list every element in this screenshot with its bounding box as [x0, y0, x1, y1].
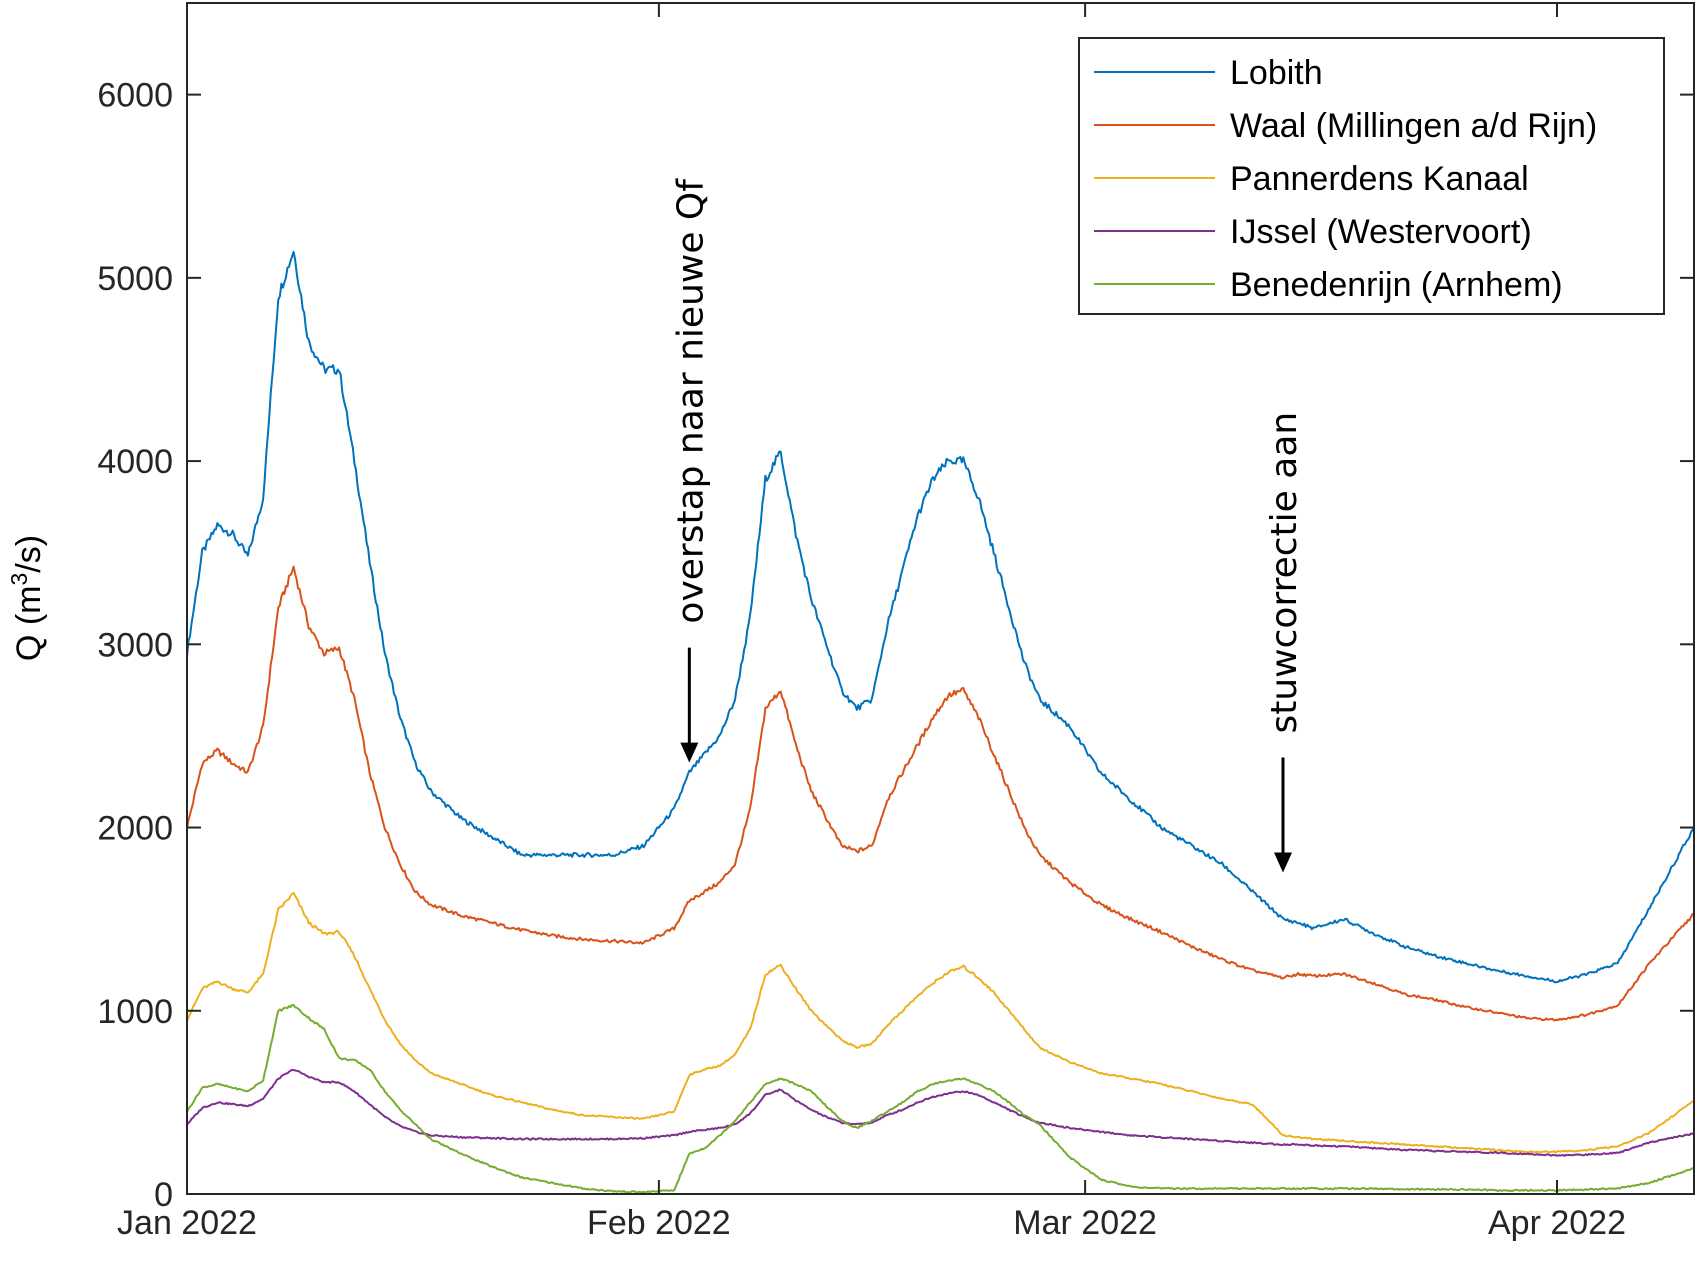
series-line-waal-millingen-a-d-rijn	[186, 565, 1695, 1022]
legend-label: Waal (Millingen a/d Rijn)	[1230, 107, 1597, 145]
legend-label: IJssel (Westervoort)	[1230, 213, 1532, 251]
y-tick-label: 2000	[97, 810, 173, 848]
annotation-arrowhead	[680, 742, 699, 763]
x-tick-label: Mar 2022	[1013, 1204, 1157, 1242]
legend-box	[1078, 37, 1665, 315]
y-axis-title-superscript: 3	[6, 573, 32, 586]
legend-label: Benedenrijn (Arnhem)	[1230, 266, 1563, 304]
y-tick-label: 3000	[97, 626, 173, 664]
y-tick-label: 0	[154, 1176, 173, 1214]
annotation-layer: overstap naar nieuwe Qf stuwcorrectie aan	[670, 178, 1305, 873]
x-tick-label: Feb 2022	[587, 1204, 731, 1242]
legend-label: Pannerdens Kanaal	[1230, 160, 1529, 198]
y-axis-title-main: Q (m	[10, 586, 48, 662]
annotation-text: overstap naar nieuwe Qf	[670, 178, 711, 624]
series-line-lobith	[186, 250, 1695, 984]
series-line-ijssel-westervoort	[186, 1068, 1695, 1157]
x-tick-label: Jan 2022	[117, 1204, 257, 1242]
ticks-layer: 0 1000 2000 3000 4000 5000 6000 Jan 2022 Feb 202…	[97, 3, 1694, 1242]
legend: Lobith Waal (Millingen a/d Rijn) Pannerden…	[1078, 37, 1665, 315]
legend-label: Lobith	[1230, 54, 1323, 92]
y-tick-label: 6000	[97, 77, 173, 115]
y-axis-title: Q (m3/s)	[6, 535, 48, 661]
y-axis-title-rest: /s)	[10, 535, 48, 573]
legend-items: Lobith Waal (Millingen a/d Rijn) Pannerden…	[1094, 54, 1597, 304]
axes-box	[186, 2, 1695, 1195]
series-line-benedenrijn-arnhem	[186, 1004, 1694, 1194]
series-line-pannerdens-kanaal	[186, 892, 1695, 1154]
x-tick-label: Apr 2022	[1488, 1204, 1626, 1242]
y-tick-label: 4000	[97, 443, 173, 481]
y-tick-label: 1000	[97, 993, 173, 1031]
annotation-text: stuwcorrectie aan	[1264, 412, 1305, 734]
series-layer	[186, 250, 1695, 1194]
annotation-arrowhead	[1274, 852, 1292, 873]
y-tick-label: 5000	[97, 260, 173, 298]
